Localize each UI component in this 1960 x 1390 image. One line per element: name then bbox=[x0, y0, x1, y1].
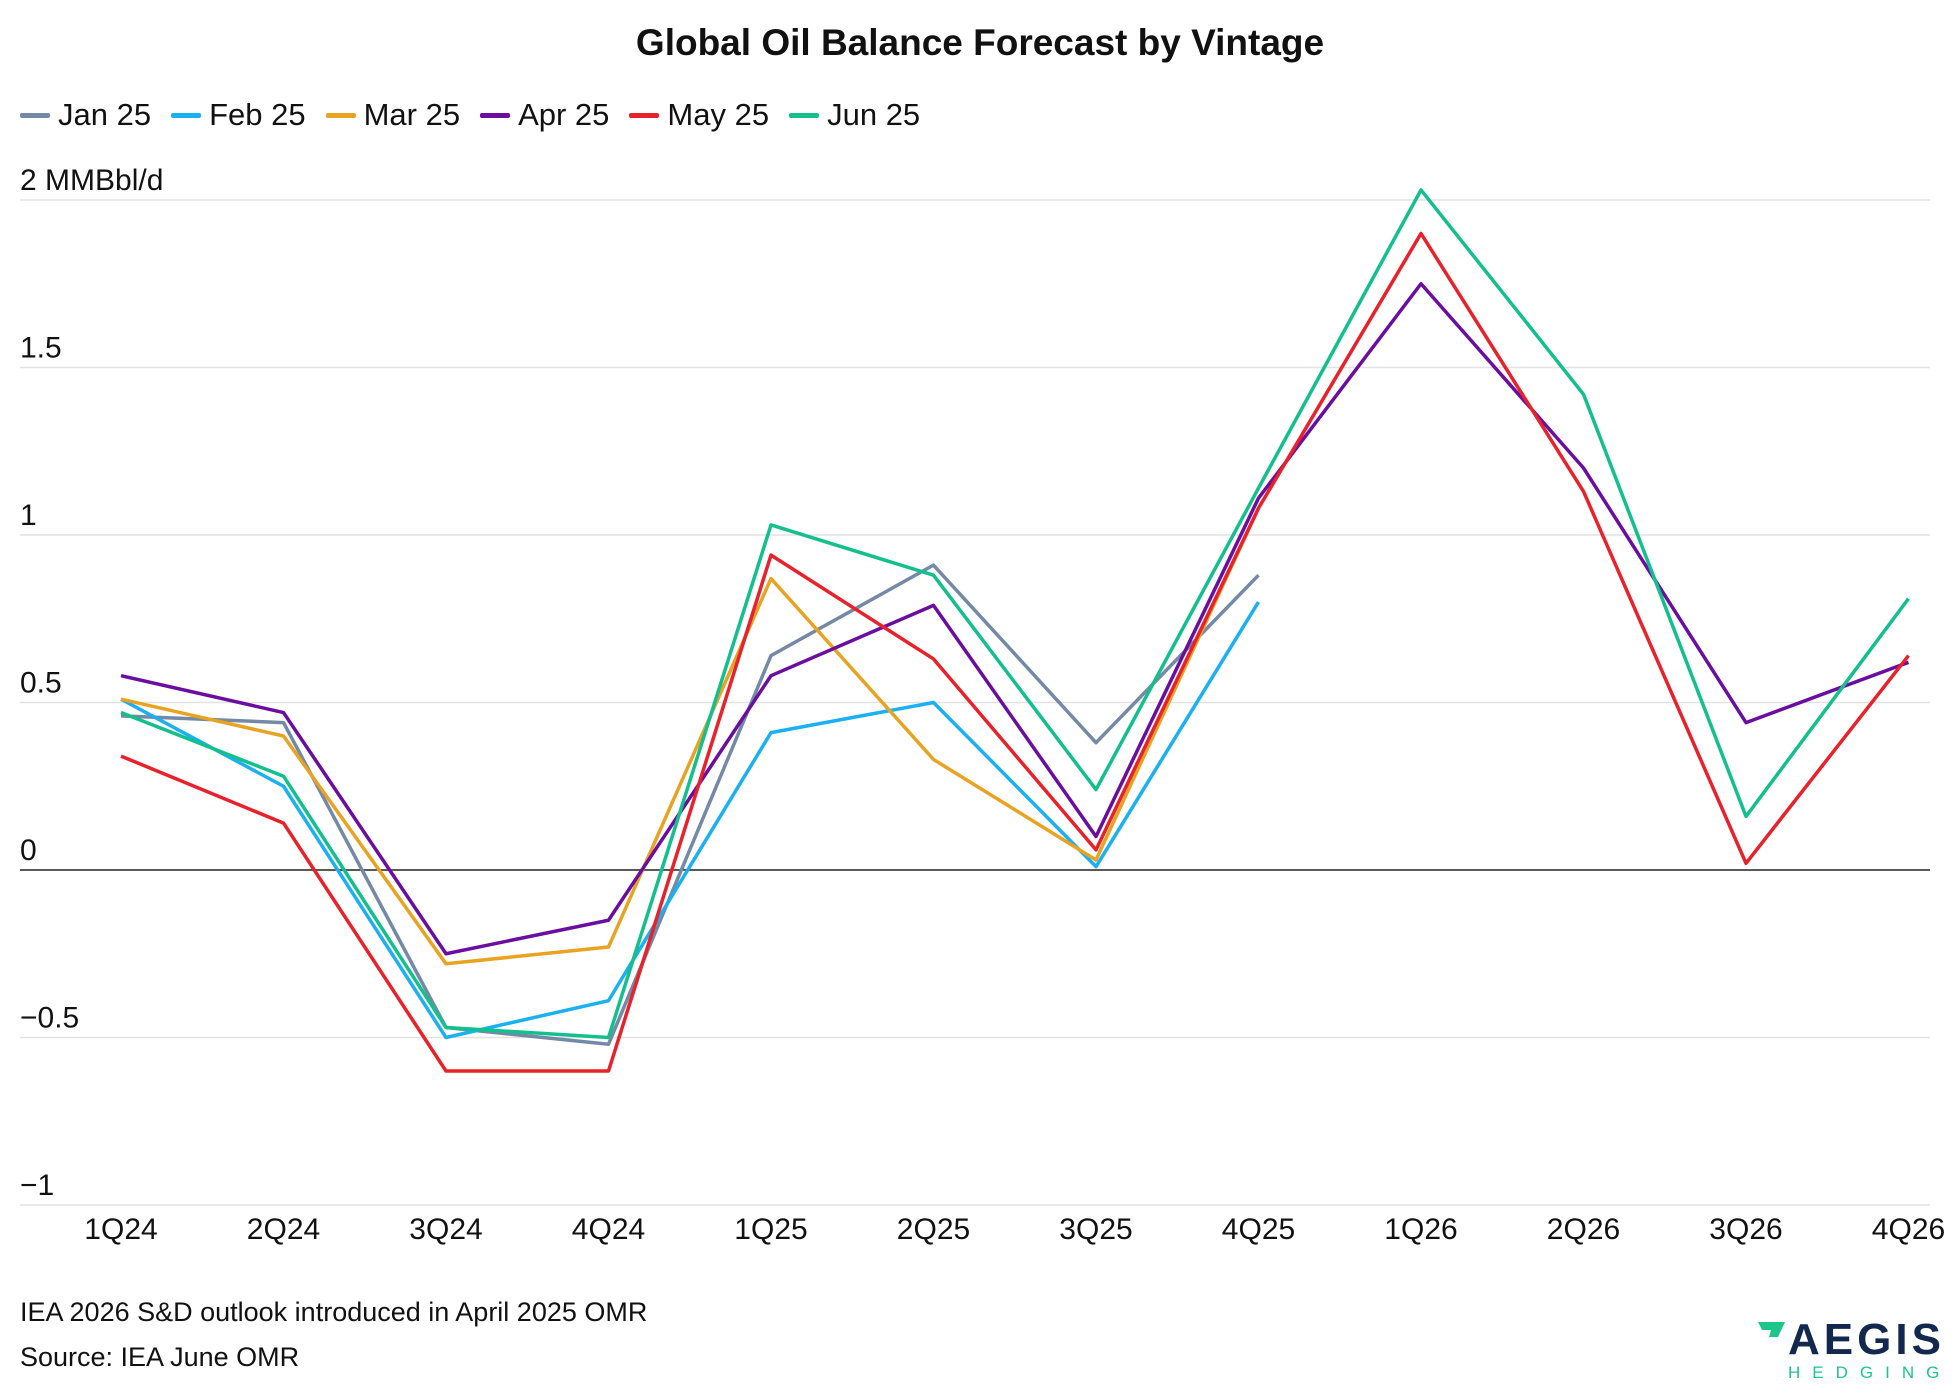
series-line-may-25 bbox=[120, 231, 1910, 1073]
legend-swatch bbox=[789, 112, 820, 118]
legend: Jan 25 Feb 25 Mar 25 Apr 25 May 25 Jun 25 bbox=[20, 97, 920, 133]
legend-item: Jan 25 bbox=[20, 97, 151, 133]
x-tick-label: 1Q25 bbox=[734, 1213, 807, 1246]
chart-plot: 2 MMBbl/d 1.5 1 0.5 0 −0.5 −1 1Q24 2Q24 3Q24 4Q24 1… bbox=[20, 164, 1945, 1246]
footnote-source: Source: IEA June OMR bbox=[20, 1342, 300, 1372]
y-tick-label: 1.5 bbox=[20, 332, 62, 365]
x-tick-label: 4Q24 bbox=[572, 1213, 645, 1246]
legend-label: May 25 bbox=[667, 97, 770, 132]
series-line-jun-25 bbox=[120, 188, 1910, 1040]
y-tick-label: 0 bbox=[20, 834, 37, 867]
legend-label: Mar 25 bbox=[363, 97, 461, 132]
legend-item: Mar 25 bbox=[325, 97, 461, 133]
legend-item: Apr 25 bbox=[480, 97, 609, 133]
footnote-omr: IEA 2026 S&D outlook introduced in April… bbox=[20, 1297, 648, 1327]
legend-label: Jun 25 bbox=[827, 97, 921, 132]
x-tick-label: 2Q25 bbox=[897, 1213, 970, 1246]
legend-label: Jan 25 bbox=[58, 97, 152, 132]
legend-label: Apr 25 bbox=[518, 97, 610, 132]
legend-item: May 25 bbox=[629, 97, 769, 133]
series-line-mar-25 bbox=[120, 507, 1261, 966]
x-tick-label: 3Q26 bbox=[1709, 1213, 1782, 1246]
legend-swatch bbox=[629, 112, 660, 118]
legend-item: Jun 25 bbox=[789, 97, 920, 133]
y-tick-label: 1 bbox=[20, 499, 37, 532]
legend-label: Feb 25 bbox=[209, 97, 306, 132]
aegis-hedging-logo: AEGIS HEDGING bbox=[1758, 1315, 1951, 1380]
y-tick-label: −1 bbox=[20, 1169, 54, 1202]
legend-swatch bbox=[325, 112, 356, 118]
y-tick-label: 0.5 bbox=[20, 667, 62, 700]
series-line-jan-25 bbox=[120, 563, 1260, 1046]
x-tick-label: 4Q25 bbox=[1222, 1213, 1295, 1246]
x-tick-label: 1Q24 bbox=[84, 1213, 157, 1246]
svg-text:AEGIS: AEGIS bbox=[1788, 1315, 1945, 1364]
y-tick-label: 2 MMBbl/d bbox=[20, 164, 163, 197]
y-tick-label: −0.5 bbox=[20, 1002, 79, 1035]
x-tick-label: 2Q24 bbox=[247, 1213, 320, 1246]
legend-item: Feb 25 bbox=[171, 97, 306, 133]
legend-swatch bbox=[20, 112, 50, 118]
svg-text:HEDGING: HEDGING bbox=[1788, 1363, 1951, 1380]
legend-swatch bbox=[171, 112, 202, 118]
legend-swatch bbox=[480, 112, 511, 118]
series-line-apr-25 bbox=[120, 282, 1910, 956]
x-tick-label: 1Q26 bbox=[1384, 1213, 1457, 1246]
chart-title: Global Oil Balance Forecast by Vintage bbox=[635, 22, 1325, 63]
series-line-feb-25 bbox=[120, 601, 1260, 1040]
x-tick-label: 3Q24 bbox=[409, 1213, 482, 1246]
x-tick-label: 2Q26 bbox=[1547, 1213, 1620, 1246]
x-tick-label: 4Q26 bbox=[1872, 1213, 1945, 1246]
x-tick-label: 3Q25 bbox=[1059, 1213, 1132, 1246]
